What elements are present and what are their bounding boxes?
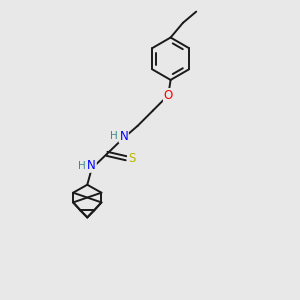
Text: H: H [78,160,86,171]
Text: S: S [128,152,135,165]
Text: O: O [164,89,173,102]
Text: N: N [87,159,96,172]
Text: N: N [119,130,128,143]
Text: H: H [110,131,118,141]
